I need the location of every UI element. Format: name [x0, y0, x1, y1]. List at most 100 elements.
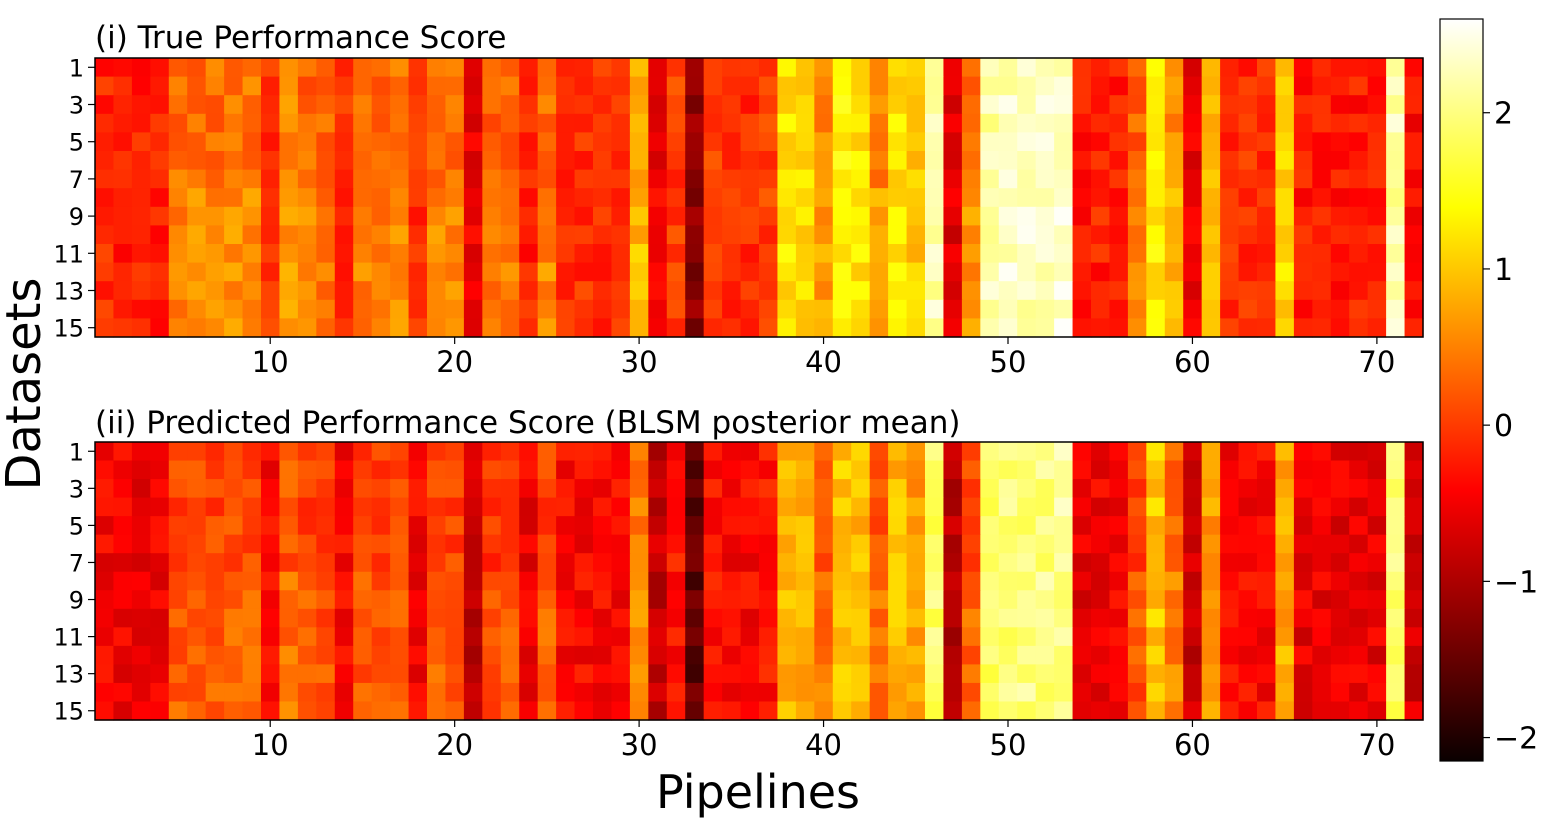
heatmap-cell — [1072, 169, 1092, 189]
heatmap-cell — [888, 497, 908, 517]
heatmap-cell — [371, 151, 391, 171]
colorbar-tick-label: 2 — [1494, 97, 1513, 132]
heatmap-cell — [1404, 534, 1424, 554]
heatmap-cell — [1201, 497, 1221, 517]
heatmap-cell — [445, 442, 465, 462]
heatmap-cell — [1386, 95, 1406, 115]
heatmap-cell — [722, 479, 742, 499]
heatmap-cell — [925, 645, 945, 665]
heatmap-cell — [629, 460, 649, 480]
heatmap-cell — [906, 169, 926, 189]
heatmap-cell — [666, 608, 686, 628]
heatmap-cell — [629, 479, 649, 499]
heatmap-cell — [814, 682, 834, 703]
heatmap-cell — [408, 534, 428, 554]
heatmap-cell — [150, 206, 170, 226]
heatmap-cell — [814, 281, 834, 301]
heatmap-cell — [925, 442, 945, 462]
heatmap-cell — [224, 701, 244, 721]
heatmap-cell — [832, 113, 852, 133]
heatmap-cell — [1386, 534, 1406, 554]
heatmap-cell — [795, 206, 815, 226]
panel1-title: (i) True Performance Score — [95, 20, 506, 56]
heatmap-cell — [353, 262, 373, 282]
heatmap-cell — [1257, 479, 1277, 499]
heatmap-cell — [297, 701, 317, 721]
heatmap-cell — [795, 442, 815, 462]
heatmap-cell — [593, 262, 613, 282]
heatmap-cell — [334, 460, 354, 480]
heatmap-cell — [593, 95, 613, 115]
heatmap-cell — [1109, 262, 1129, 282]
heatmap-cell — [500, 571, 520, 591]
heatmap-cell — [1220, 151, 1240, 171]
heatmap-cell — [925, 627, 945, 647]
heatmap-cell — [943, 516, 963, 536]
heatmap-cell — [1127, 571, 1147, 591]
heatmap-cell — [1109, 188, 1129, 208]
heatmap-cell — [1404, 664, 1424, 684]
heatmap-cell — [1072, 608, 1092, 628]
heatmap-cell — [113, 645, 133, 665]
heatmap-cell — [1238, 442, 1258, 462]
heatmap-cell — [1293, 442, 1313, 462]
heatmap-cell — [888, 169, 908, 189]
heatmap-cell — [1238, 206, 1258, 226]
heatmap-cell — [574, 534, 594, 554]
heatmap-cell — [224, 479, 244, 499]
heatmap-cell — [113, 701, 133, 721]
heatmap-cell — [463, 645, 483, 665]
heatmap-cell — [371, 113, 391, 133]
heatmap-cell — [1146, 479, 1166, 499]
heatmap-cell — [814, 132, 834, 152]
heatmap-cell — [482, 701, 502, 721]
heatmap-cell — [261, 442, 281, 462]
heatmap-cell — [482, 645, 502, 665]
heatmap-cell — [593, 627, 613, 647]
heatmap-cell — [353, 113, 373, 133]
heatmap-cell — [574, 169, 594, 189]
heatmap-cell — [740, 262, 760, 282]
heatmap-cell — [353, 516, 373, 536]
heatmap-cell — [611, 188, 631, 208]
heatmap-cell — [888, 701, 908, 721]
heatmap-cell — [463, 442, 483, 462]
heatmap-cell — [888, 76, 908, 96]
x-tick-label: 30 — [621, 728, 658, 762]
heatmap-cell — [832, 442, 852, 462]
heatmap-cell — [851, 534, 871, 554]
heatmap-cell — [279, 318, 299, 338]
heatmap-cell — [1109, 95, 1129, 115]
heatmap-cell — [353, 553, 373, 573]
heatmap-cell — [1146, 299, 1166, 319]
heatmap-cell — [851, 151, 871, 171]
heatmap-cell — [1091, 262, 1111, 282]
heatmap-cell — [1054, 299, 1074, 319]
heatmap-cell — [593, 608, 613, 628]
x-tick-label: 40 — [805, 345, 842, 379]
heatmap-cell — [445, 58, 465, 78]
heatmap-cell — [980, 516, 1000, 536]
heatmap-cell — [1201, 627, 1221, 647]
heatmap-cell — [1275, 534, 1295, 554]
heatmap-cell — [1146, 151, 1166, 171]
heatmap-cell — [943, 479, 963, 499]
heatmap-cell — [1367, 151, 1387, 171]
heatmap-cell — [408, 76, 428, 96]
heatmap-cell — [648, 113, 668, 133]
heatmap-cell — [463, 151, 483, 171]
heatmap-cell — [666, 206, 686, 226]
heatmap-cell — [150, 682, 170, 703]
heatmap-cell — [574, 281, 594, 301]
heatmap-cell — [1349, 132, 1369, 152]
heatmap-cell — [777, 262, 797, 282]
heatmap-cell — [519, 318, 539, 338]
heatmap-cell — [851, 318, 871, 338]
heatmap-cell — [1054, 76, 1074, 96]
heatmap-cell — [1404, 58, 1424, 78]
heatmap-cell — [519, 664, 539, 684]
heatmap-cell — [408, 244, 428, 264]
heatmap-cell — [722, 132, 742, 152]
heatmap-cell — [187, 571, 207, 591]
heatmap-cell — [925, 58, 945, 78]
